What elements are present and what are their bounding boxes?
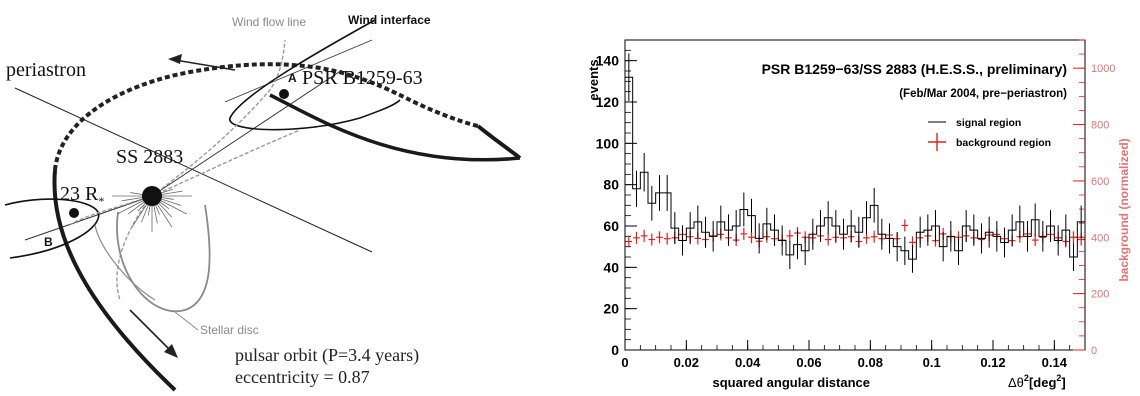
line-a-ext bbox=[224, 39, 373, 103]
line-star-to-b bbox=[24, 195, 153, 241]
y-tick-label: 60 bbox=[603, 218, 619, 234]
y-axis-ticks: 0 20 40 60 80 100 120 140 bbox=[596, 39, 637, 358]
stellar-disc-edge bbox=[94, 224, 156, 301]
y-tick-label: 20 bbox=[603, 301, 619, 317]
pulsar-b bbox=[69, 208, 79, 218]
y-tick-label: 80 bbox=[603, 177, 619, 193]
wind-flow-line-2 bbox=[151, 129, 301, 197]
legend: signal region background region bbox=[928, 117, 1051, 151]
legend-bg-label: background region bbox=[956, 137, 1051, 149]
orbit-diagram: Wind flow line Wind interface periastron… bbox=[4, 13, 522, 392]
x-axis-label: squared angular distance bbox=[713, 375, 871, 390]
x-axis-ticks: 0 0.02 0.04 0.06 0.08 0.1 0.12 0.14 bbox=[621, 340, 1086, 370]
chart-subtitle: (Feb/Mar 2004, pre−periastron) bbox=[899, 88, 1067, 100]
x-axis-unit: Δθ2[deg2] bbox=[1008, 373, 1066, 390]
signal-step-line bbox=[625, 76, 1085, 260]
y2-axis-ticks: 0 200 400 600 800 1000 bbox=[1073, 39, 1115, 357]
x-tick-label: 0.06 bbox=[796, 355, 821, 370]
x-tick-label: 0.04 bbox=[735, 355, 761, 370]
y2-tick-label: 600 bbox=[1091, 176, 1109, 188]
arrow-lower bbox=[129, 309, 178, 358]
label-periastron: periastron bbox=[6, 59, 86, 81]
y-tick-label: 100 bbox=[596, 135, 620, 151]
x-tick-label: 0.1 bbox=[923, 355, 941, 370]
x-tick-label: 0 bbox=[621, 355, 628, 370]
y-tick-label: 0 bbox=[611, 342, 619, 358]
pulsar-orbit-right bbox=[476, 124, 522, 160]
star-ss2883 bbox=[142, 186, 162, 206]
y-tick-label: 40 bbox=[603, 259, 619, 275]
arrow-upper bbox=[168, 54, 236, 71]
y2-axis-label: background (normalized) bbox=[1117, 138, 1131, 281]
pulsar-orbit-lower bbox=[52, 169, 177, 392]
wind-flow-line-1 bbox=[151, 39, 286, 197]
y2-tick-label: 1000 bbox=[1091, 63, 1115, 75]
chart-title: PSR B1259−63/SS 2883 (H.E.S.S., prelimin… bbox=[762, 61, 1067, 77]
wind-interface-a bbox=[229, 19, 401, 131]
label-wind-interface: Wind interface bbox=[348, 13, 431, 27]
label-star: SS 2883 bbox=[116, 146, 183, 168]
x-tick-label: 0.08 bbox=[858, 355, 883, 370]
label-point-b: B bbox=[44, 235, 53, 249]
y2-tick-label: 200 bbox=[1091, 289, 1109, 301]
line-star-to-a bbox=[151, 69, 343, 197]
x-tick-label: 0.02 bbox=[674, 355, 699, 370]
label-pulsar: PSR B1259-63 bbox=[302, 67, 423, 89]
pulsar-orbit-dotted bbox=[53, 62, 479, 171]
y2-tick-label: 0 bbox=[1091, 345, 1097, 357]
y-axis-label: events bbox=[586, 59, 601, 100]
label-distance: 23 R* bbox=[60, 183, 104, 208]
wind-interface-b bbox=[4, 198, 100, 259]
label-eccentricity: eccentricity = 0.87 bbox=[235, 367, 370, 387]
pulsar-a bbox=[279, 89, 289, 99]
periastron-line bbox=[14, 87, 373, 253]
label-orbit: pulsar orbit (P=3.4 years) bbox=[235, 345, 419, 366]
y-tick-label: 120 bbox=[596, 94, 620, 110]
histogram-chart: 0 0.02 0.04 0.06 0.08 0.1 0.12 0.14 0 20 40 60 80 10… bbox=[586, 39, 1131, 390]
plot-frame bbox=[624, 39, 1086, 351]
stellar-disc-pointer bbox=[174, 311, 199, 331]
y2-tick-label: 400 bbox=[1091, 232, 1109, 244]
y2-tick-label: 800 bbox=[1091, 120, 1109, 132]
series-signal-region bbox=[625, 53, 1085, 273]
label-wind-flow-line: Wind flow line bbox=[232, 15, 306, 29]
pulsar-orbit-right-solid bbox=[269, 93, 521, 162]
wind-flow-line-4 bbox=[116, 195, 153, 301]
x-tick-label: 0.12 bbox=[980, 355, 1005, 370]
x-tick-label: 0.14 bbox=[1042, 355, 1068, 370]
label-point-a: A bbox=[288, 71, 297, 85]
y-tick-label: 140 bbox=[596, 53, 620, 69]
label-stellar-disc: Stellar disc bbox=[200, 323, 259, 337]
legend-signal-label: signal region bbox=[956, 117, 1021, 129]
stellar-disc bbox=[116, 204, 211, 313]
